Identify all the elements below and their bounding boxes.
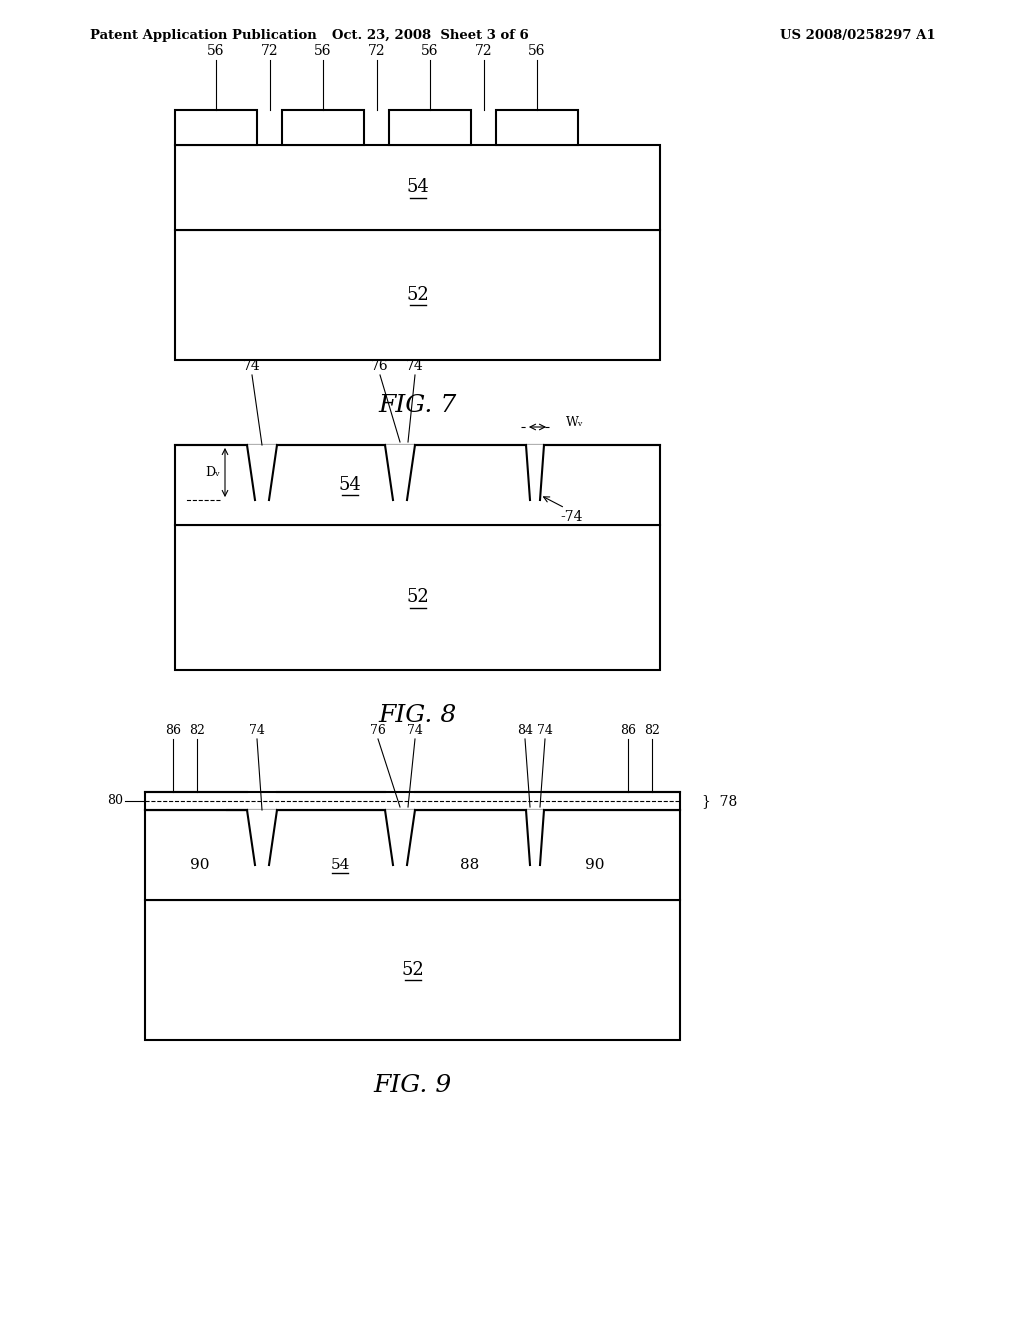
- Text: 72: 72: [475, 44, 493, 58]
- Bar: [496, 110, 578, 145]
- Text: -74: -74: [560, 510, 583, 524]
- Text: }  78: } 78: [702, 795, 737, 808]
- Text: 76: 76: [370, 723, 386, 737]
- Bar: [175, 145, 660, 230]
- Text: 52: 52: [407, 286, 429, 304]
- Text: FIG. 8: FIG. 8: [379, 704, 457, 726]
- Text: 82: 82: [189, 723, 205, 737]
- Text: Patent Application Publication: Patent Application Publication: [90, 29, 316, 41]
- Text: 54: 54: [339, 477, 361, 494]
- Text: 86: 86: [620, 723, 636, 737]
- Bar: [282, 110, 364, 145]
- Text: 74: 74: [408, 723, 423, 737]
- Text: 54: 54: [331, 858, 349, 873]
- Text: 82: 82: [644, 723, 659, 737]
- Text: 56: 56: [421, 44, 438, 58]
- Bar: [389, 110, 471, 145]
- Bar: [175, 525, 660, 671]
- Bar: [145, 810, 680, 900]
- Bar: [145, 792, 680, 810]
- Text: 54: 54: [407, 178, 429, 197]
- Polygon shape: [385, 810, 415, 865]
- Text: Oct. 23, 2008  Sheet 3 of 6: Oct. 23, 2008 Sheet 3 of 6: [332, 29, 528, 41]
- Text: 74: 74: [243, 359, 261, 374]
- Text: 52: 52: [407, 589, 429, 606]
- Text: 76: 76: [371, 359, 389, 374]
- Bar: [175, 230, 660, 360]
- Text: 72: 72: [261, 44, 279, 58]
- Text: Wᵥ: Wᵥ: [566, 417, 584, 429]
- Text: FIG. 7: FIG. 7: [379, 393, 457, 417]
- Text: 74: 74: [407, 359, 424, 374]
- Text: 52: 52: [401, 961, 424, 979]
- Text: 56: 56: [207, 44, 224, 58]
- Text: FIG. 9: FIG. 9: [374, 1073, 452, 1097]
- Text: 90: 90: [586, 858, 605, 873]
- Bar: [145, 900, 680, 1040]
- Polygon shape: [526, 445, 544, 500]
- Text: 74: 74: [537, 723, 553, 737]
- Text: 72: 72: [368, 44, 385, 58]
- Polygon shape: [385, 445, 415, 500]
- Text: 84: 84: [517, 723, 534, 737]
- Polygon shape: [526, 810, 544, 865]
- Text: 80: 80: [106, 795, 123, 808]
- Text: 56: 56: [314, 44, 332, 58]
- Bar: [175, 445, 660, 525]
- Text: 74: 74: [249, 723, 265, 737]
- Bar: [175, 110, 257, 145]
- Polygon shape: [247, 445, 278, 500]
- Text: 86: 86: [165, 723, 181, 737]
- Text: US 2008/0258297 A1: US 2008/0258297 A1: [780, 29, 936, 41]
- Text: 56: 56: [528, 44, 546, 58]
- Text: Dᵥ: Dᵥ: [205, 466, 220, 479]
- Polygon shape: [247, 810, 278, 865]
- Text: 90: 90: [190, 858, 210, 873]
- Text: 88: 88: [461, 858, 479, 873]
